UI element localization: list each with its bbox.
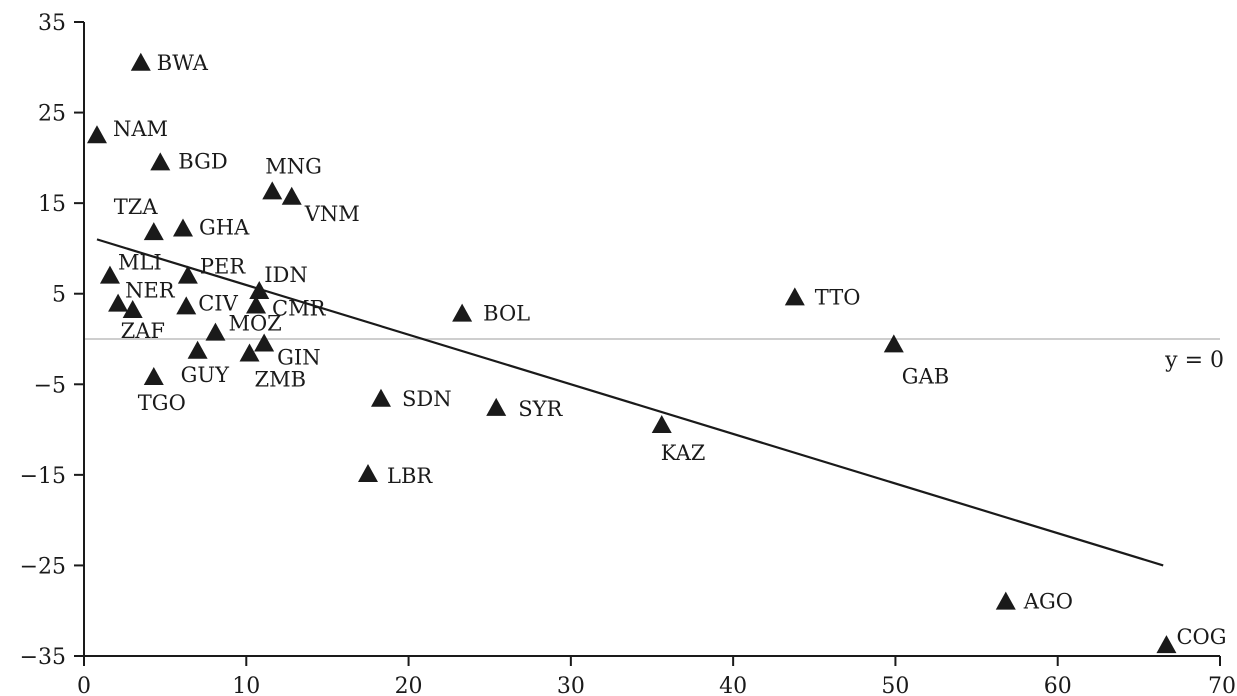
- y-tick-label: 25: [38, 102, 66, 127]
- point-marker-lbr: [358, 463, 378, 482]
- point-marker-mng: [262, 181, 283, 200]
- point-label-tza: TZA: [114, 195, 159, 219]
- y-tick-label: 15: [38, 192, 66, 217]
- point-marker-per: [177, 265, 198, 284]
- point-marker-tgo: [143, 367, 164, 386]
- point-marker-bol: [452, 303, 473, 322]
- point-label-mli: MLI: [118, 251, 162, 275]
- point-label-gha: GHA: [199, 216, 250, 240]
- point-marker-mli: [99, 265, 120, 284]
- point-marker-vnm: [281, 186, 302, 205]
- point-marker-guy: [187, 340, 208, 359]
- y-axis-ticks: 35 25 15 5 −5 −15 −25 −35: [20, 11, 84, 670]
- y-tick-label: 5: [52, 283, 66, 308]
- x-tick-label: 10: [232, 674, 260, 696]
- x-tick-label: 70: [1208, 674, 1236, 696]
- point-marker-ner: [108, 293, 129, 312]
- point-label-syr: SYR: [518, 397, 563, 421]
- point-label-tgo: TGO: [138, 391, 186, 415]
- point-label-ner: NER: [125, 279, 176, 303]
- x-tick-label: 60: [1044, 674, 1072, 696]
- point-label-tto: TTO: [815, 285, 861, 309]
- point-label-bol: BOL: [483, 302, 530, 326]
- point-label-mng: MNG: [265, 154, 322, 178]
- point-label-bwa: BWA: [157, 51, 209, 75]
- data-points: BWA NAM BGD MNG VNM TZA GHA MLI PER IDN NER CIV CMR Z…: [86, 51, 1227, 654]
- point-marker-bgd: [150, 152, 171, 171]
- x-tick-label: 30: [557, 674, 585, 696]
- point-marker-gab: [883, 334, 904, 353]
- reference-line-label: y = 0: [1164, 348, 1224, 373]
- point-marker-syr: [486, 397, 507, 416]
- y-tick-label: 35: [38, 11, 66, 36]
- point-label-ago: AGO: [1023, 590, 1073, 614]
- point-label-nam: NAM: [113, 117, 168, 141]
- x-axis-ticks: 0 10 20 30 40 50 60 70: [77, 656, 1236, 696]
- point-label-cog: COG: [1176, 625, 1226, 649]
- y-tick-label: −35: [20, 645, 66, 670]
- point-label-bgd: BGD: [178, 149, 227, 173]
- point-marker-zaf: [122, 300, 143, 319]
- point-label-lbr: LBR: [387, 464, 433, 488]
- point-marker-ago: [995, 591, 1016, 610]
- point-marker-zmb: [239, 343, 260, 362]
- point-marker-tza: [143, 222, 164, 241]
- x-tick-label: 0: [77, 674, 91, 696]
- point-marker-sdn: [370, 388, 391, 407]
- point-marker-gha: [172, 218, 193, 237]
- point-marker-moz: [205, 322, 226, 341]
- point-label-zmb: ZMB: [255, 367, 307, 391]
- regression-line: [96, 238, 1164, 567]
- x-tick-label: 20: [395, 674, 423, 696]
- point-label-idn: IDN: [264, 263, 308, 287]
- point-label-gab: GAB: [902, 364, 949, 388]
- point-label-civ: CIV: [198, 291, 238, 315]
- x-tick-label: 40: [719, 674, 747, 696]
- point-marker-cmr: [246, 295, 267, 314]
- point-marker-idn: [249, 280, 270, 299]
- point-marker-civ: [176, 296, 197, 315]
- point-marker-kaz: [651, 415, 672, 434]
- y-tick-label: −25: [20, 554, 66, 579]
- point-marker-tto: [784, 287, 805, 306]
- point-label-cmr: CMR: [272, 296, 327, 320]
- y-tick-label: −5: [34, 373, 66, 398]
- point-label-gin: GIN: [277, 346, 320, 370]
- point-label-vnm: VNM: [304, 202, 360, 226]
- point-label-moz: MOZ: [228, 312, 281, 336]
- y-tick-label: −15: [20, 464, 66, 489]
- point-label-per: PER: [200, 255, 246, 279]
- point-label-zaf: ZAF: [121, 319, 165, 343]
- point-marker-bwa: [130, 52, 151, 71]
- point-marker-nam: [86, 125, 107, 144]
- point-label-kaz: KAZ: [661, 441, 706, 465]
- x-tick-label: 50: [881, 674, 909, 696]
- point-marker-cog: [1156, 635, 1177, 654]
- point-marker-gin: [254, 333, 275, 352]
- point-label-sdn: SDN: [402, 387, 452, 411]
- point-label-guy: GUY: [181, 363, 230, 387]
